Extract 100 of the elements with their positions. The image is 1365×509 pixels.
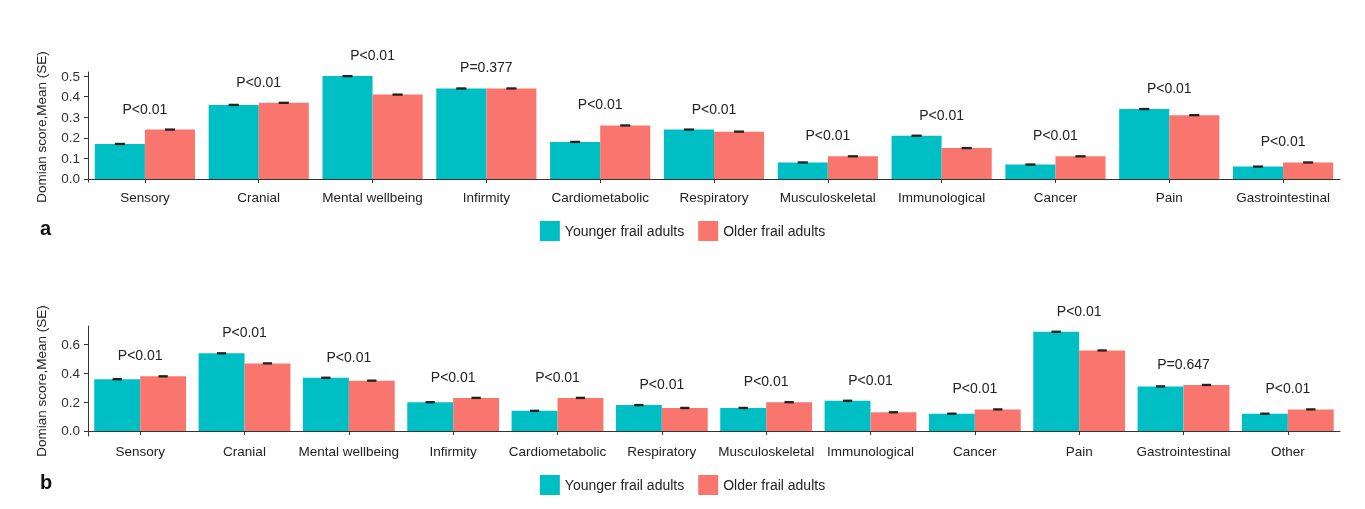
x-tick-label: Infirmity: [462, 189, 511, 205]
x-tick-label: Pain: [1155, 189, 1183, 205]
annotation: P<0.01: [1265, 380, 1311, 397]
bar: [198, 353, 245, 431]
x-tick-label: Immunological: [826, 443, 915, 459]
y-tick-label: 0.0: [61, 171, 80, 187]
bar: [714, 131, 765, 179]
bar: [600, 125, 651, 179]
bar: [827, 156, 878, 179]
legend-label: Younger frail adults: [564, 223, 685, 239]
bar: [720, 407, 767, 431]
y-tick-label: 0.3: [61, 109, 80, 125]
bar: [824, 400, 871, 431]
annotation: P<0.01: [743, 373, 789, 390]
annotation: P<0.01: [639, 376, 685, 393]
annotation: P<0.01: [577, 96, 623, 113]
bar: [974, 409, 1021, 431]
x-tick-label: Respiratory: [627, 443, 697, 459]
bar: [144, 129, 195, 179]
annotation: P<0.01: [919, 106, 965, 123]
x-tick-label: Cardiometabolic: [551, 189, 650, 205]
legend-label: Younger frail adults: [564, 477, 685, 493]
annotation: P=0.377: [460, 59, 513, 76]
x-tick-label: Respiratory: [679, 189, 749, 205]
annotation: P<0.01: [236, 73, 282, 90]
y-tick-label: 0.2: [61, 130, 80, 146]
text: a: [40, 217, 52, 239]
x-tick-label: Immunological: [898, 189, 986, 205]
x-tick-label: Sensory: [115, 443, 166, 459]
x-tick-label: Cancer: [953, 443, 998, 459]
bar: [453, 397, 500, 431]
x-tick-label: Mental wellbeing: [322, 189, 423, 205]
y-tick-label: 0.0: [61, 423, 80, 439]
bar: [1119, 109, 1170, 179]
annotation: P=0.647: [1157, 355, 1210, 372]
annotation: P<0.01: [117, 347, 163, 364]
bar: [140, 376, 187, 431]
bar: [870, 412, 917, 431]
annotation: P<0.01: [222, 324, 268, 341]
annotation: P<0.01: [848, 371, 894, 388]
bar: [436, 88, 487, 179]
x-tick-label: Pain: [1065, 443, 1093, 459]
text: P<0.01: [350, 47, 396, 64]
y-tick-label: 0.5: [61, 68, 80, 84]
bar: [302, 377, 349, 431]
bar: [1241, 413, 1288, 431]
annotation: P<0.01: [691, 100, 737, 117]
bar: [1287, 409, 1334, 431]
bar: [244, 363, 291, 431]
bar: [1183, 384, 1230, 431]
bar: [486, 88, 537, 179]
y-tick-label: 0.6: [61, 337, 80, 353]
annotation: P<0.01: [1146, 80, 1192, 97]
y-axis-title: Domian score,Mean (SE): [33, 305, 49, 457]
x-tick-label: Gastrointestinal: [1236, 189, 1330, 205]
annotation: P<0.01: [1033, 127, 1079, 144]
x-tick-label: Cardiometabolic: [508, 443, 607, 459]
bar: [258, 102, 309, 179]
bar: [1137, 386, 1184, 431]
annotation: P<0.01: [326, 348, 372, 365]
legend-label: Older frail adults: [723, 477, 826, 493]
x-tick-label: Cancer: [1033, 189, 1078, 205]
bar: [407, 402, 454, 431]
bar: [1283, 162, 1334, 179]
bar: [615, 405, 662, 431]
bar: [663, 129, 714, 179]
bar: [891, 135, 942, 179]
bar: [661, 407, 708, 431]
annotation: P<0.01: [430, 368, 476, 385]
legend-label: Older frail adults: [723, 223, 826, 239]
y-tick-label: 0.2: [61, 394, 80, 410]
bar: [1079, 350, 1126, 431]
bar: [322, 76, 373, 179]
y-tick-label: 0.4: [61, 365, 81, 381]
bar: [1233, 166, 1284, 179]
x-tick-label: Gastrointestinal: [1136, 443, 1231, 459]
y-tick-label: 0.1: [61, 150, 80, 166]
bar: [557, 397, 604, 431]
x-tick-label: Infirmity: [429, 443, 478, 459]
annotation: P<0.01: [952, 380, 998, 397]
bar: [550, 141, 601, 179]
bar: [1033, 331, 1080, 431]
text: b: [40, 471, 53, 493]
y-tick-label: 0.4: [61, 89, 81, 105]
x-tick-label: Musculoskeletal: [779, 189, 876, 205]
bar: [372, 94, 423, 179]
x-tick-label: Sensory: [120, 189, 170, 205]
bar: [1055, 156, 1106, 179]
x-tick-label: Cranial: [237, 189, 281, 205]
x-tick-label: Other: [1270, 443, 1306, 459]
x-tick-label: Mental wellbeing: [298, 443, 400, 459]
bar: [208, 104, 259, 179]
annotation: P<0.01: [122, 100, 168, 117]
text: P<0.01: [1056, 302, 1102, 319]
annotation: P<0.01: [1260, 133, 1306, 150]
bar: [94, 379, 141, 431]
bar: [1005, 164, 1056, 179]
bar: [777, 162, 828, 179]
bar: [1169, 115, 1220, 179]
bar: [511, 410, 558, 431]
